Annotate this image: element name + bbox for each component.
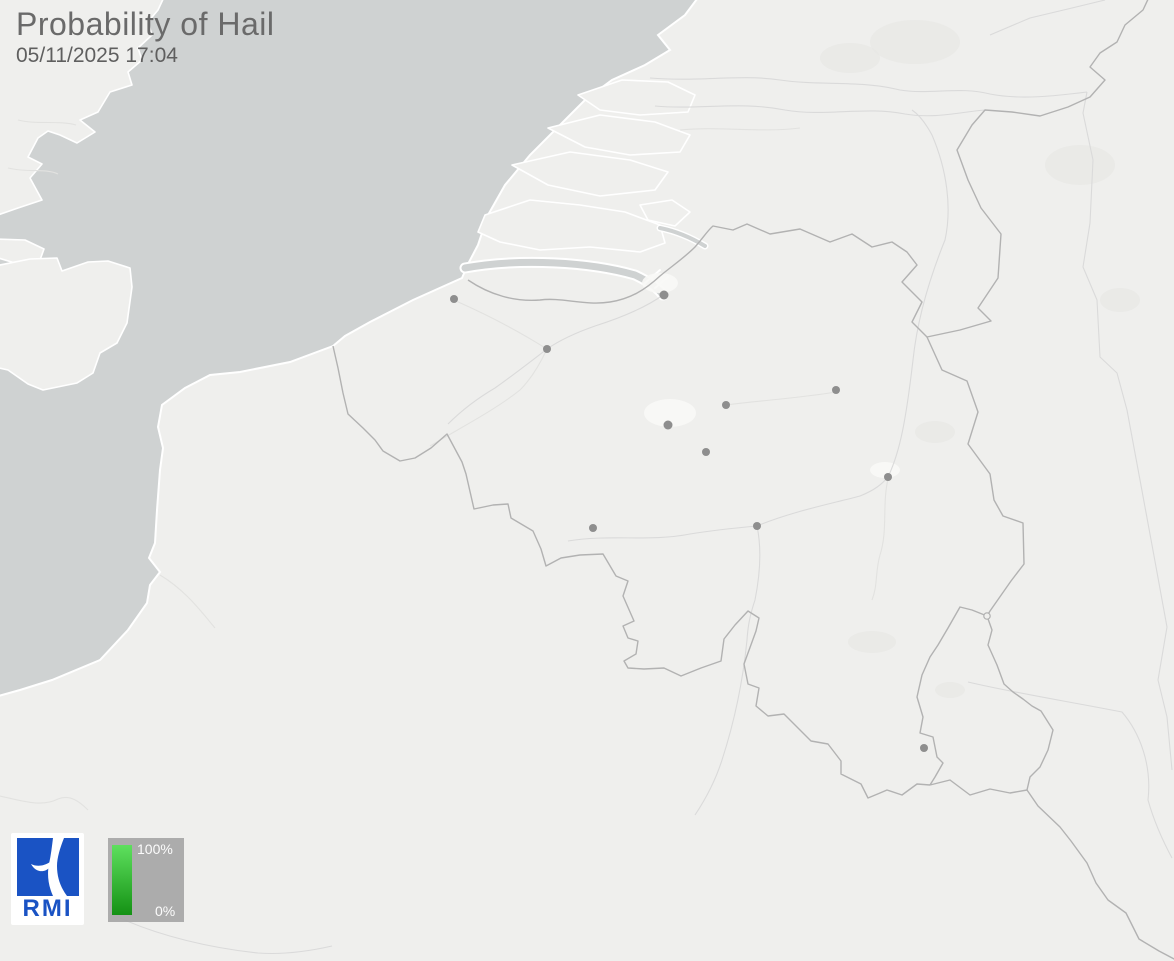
city-dot	[702, 448, 710, 456]
rmi-logo: RMI	[11, 833, 84, 925]
legend-min-label: 0%	[155, 903, 176, 919]
legend-gradient-bar	[112, 845, 132, 915]
city-dots	[450, 290, 928, 752]
probability-legend: 100% 0%	[108, 838, 184, 922]
rmi-logo-text: RMI	[22, 895, 73, 922]
map-timestamp: 05/11/2025 17:04	[16, 43, 178, 67]
border-be-lu	[916, 606, 988, 786]
border-nl-be	[467, 223, 928, 338]
city-dot	[884, 473, 892, 481]
land-texture-patches	[642, 20, 1140, 698]
border-lu-fr	[929, 779, 1028, 796]
country-borders	[332, 0, 1174, 960]
border-fr-de	[1026, 789, 1174, 960]
border-lu-de	[986, 615, 1054, 791]
page-title: Probability of Hail	[16, 6, 275, 42]
city-dot	[543, 345, 551, 353]
england-coast	[0, 0, 164, 391]
city-dot	[832, 386, 840, 394]
city-dot	[589, 524, 597, 532]
rmi-logo-icon	[16, 838, 79, 896]
legend-max-label: 100%	[137, 841, 173, 857]
border-nl-de	[926, 0, 1149, 617]
city-dot	[663, 420, 673, 430]
zeeland-islands	[477, 79, 696, 253]
city-dot	[753, 522, 761, 530]
border-fr-be	[332, 345, 931, 799]
title-block: Probability of Hail 05/11/2025 17:04	[16, 6, 275, 67]
city-dot	[450, 295, 458, 303]
city-dot	[722, 401, 730, 409]
city-dot	[659, 290, 669, 300]
tripoint-marker	[983, 612, 991, 620]
city-dot	[920, 744, 928, 752]
